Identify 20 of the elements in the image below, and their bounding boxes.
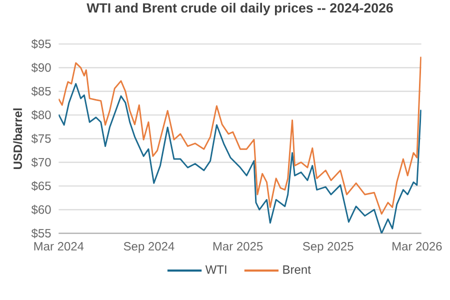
y-axis-title: USD/barrel [13, 108, 22, 169]
line-series [58, 56, 422, 215]
y-tick-label: $60 [31, 204, 51, 215]
x-tick-label: Mar 2024 [34, 242, 84, 251]
legend-label: Brent [283, 265, 311, 274]
y-tick-label: $75 [31, 134, 51, 144]
y-tick-label: $95 [31, 39, 51, 49]
y-tick-label: $90 [31, 62, 51, 73]
x-tick-label: Mar 2026 [392, 242, 442, 251]
y-tick-label: $80 [31, 110, 51, 120]
x-tick-label: Mar 2025 [213, 242, 263, 251]
y-tick-label: $70 [31, 157, 51, 168]
x-tick-label: Sep 2024 [124, 242, 174, 253]
y-tick-label: $85 [31, 86, 51, 96]
legend-label: WTI [205, 265, 226, 274]
x-tick-label: Sep 2025 [302, 242, 354, 253]
y-tick-label: $65 [31, 181, 51, 191]
line-series [58, 83, 422, 234]
chart-title: WTI and Brent crude oil daily prices -- 2024-2026 [86, 2, 393, 16]
y-tick-label: $55 [31, 228, 51, 238]
